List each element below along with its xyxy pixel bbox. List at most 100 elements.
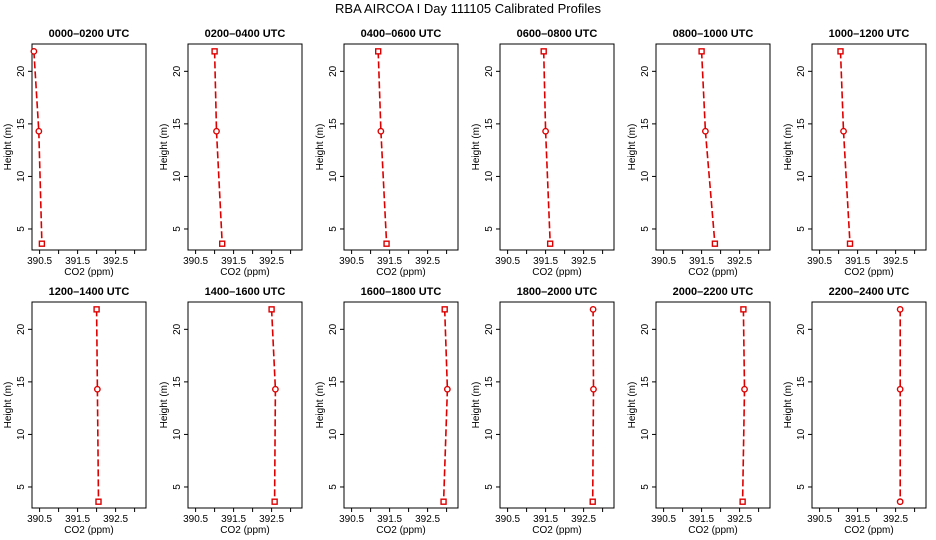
profile-point (698, 48, 705, 55)
x-axis-label: CO2 (ppm) (220, 525, 269, 536)
y-tick-label: 20 (172, 323, 183, 335)
y-tick-label: 10 (172, 170, 183, 182)
panel-7: 1400–1600 UTC 390.5 391.5 392.5 5 10 15 20 CO2 (… (159, 286, 303, 536)
x-tick-label: 390.5 (27, 256, 52, 267)
profile-point (377, 127, 385, 135)
profile-point (35, 127, 43, 135)
panel-1: 0200–0400 UTC 390.5 391.5 392.5 5 10 15 20 CO2 (… (159, 28, 303, 278)
y-tick-label: 10 (484, 428, 495, 440)
panel-frame (187, 43, 303, 251)
panel-0: 0000–0200 UTC 390.5 391.5 392.5 5 10 15 20 CO2 (… (3, 28, 147, 278)
y-tick-label: 5 (640, 226, 651, 232)
y-axis-label: Height (m) (627, 124, 638, 171)
panel-title: 0000–0200 UTC (49, 28, 130, 40)
profile-line (33, 51, 43, 244)
x-tick-label: 390.5 (339, 256, 364, 267)
x-tick-label: 391.5 (221, 514, 246, 525)
y-tick-label: 15 (328, 118, 339, 130)
panel-11: 2200–2400 UTC 390.5 391.5 392.5 5 10 15 20 CO2 (… (783, 286, 927, 536)
x-tick-label: 392.5 (727, 514, 752, 525)
x-tick-label: 390.5 (183, 256, 208, 267)
x-tick-label: 390.5 (27, 514, 52, 525)
x-axis-label: CO2 (ppm) (532, 267, 581, 278)
y-tick-label: 15 (16, 376, 27, 388)
profile-line (377, 51, 388, 244)
profile-point (93, 385, 101, 393)
y-tick-label: 15 (484, 118, 495, 130)
profile-line (95, 309, 100, 502)
panel-title: 1000–1200 UTC (829, 28, 910, 40)
panel-frame (31, 43, 147, 251)
profile-point (95, 498, 102, 505)
panel-frame (31, 301, 147, 509)
y-axis-label: Height (m) (471, 124, 482, 171)
x-tick-label: 391.5 (65, 256, 90, 267)
panel-frame (499, 301, 615, 509)
profile-point (443, 385, 451, 393)
y-tick-label: 5 (640, 484, 651, 490)
y-tick-label: 10 (640, 428, 651, 440)
y-tick-label: 15 (172, 376, 183, 388)
panel-6: 1200–1400 UTC 390.5 391.5 392.5 5 10 15 20 CO2 (… (3, 286, 147, 536)
x-tick-label: 390.5 (651, 256, 676, 267)
y-tick-label: 20 (328, 65, 339, 77)
x-tick-label: 392.5 (103, 514, 128, 525)
y-tick-label: 15 (796, 376, 807, 388)
y-axis-label: Height (m) (3, 124, 14, 171)
x-tick-label: 390.5 (495, 256, 520, 267)
y-tick-label: 20 (16, 65, 27, 77)
panel-title: 1200–1400 UTC (49, 286, 130, 298)
panel-8: 1600–1800 UTC 390.5 391.5 392.5 5 10 15 20 CO2 (… (315, 286, 459, 536)
y-tick-label: 5 (328, 226, 339, 232)
y-tick-label: 15 (16, 118, 27, 130)
profile-point (38, 240, 46, 247)
x-tick-label: 390.5 (339, 514, 364, 525)
panel-title: 1600–1800 UTC (361, 286, 442, 298)
x-tick-label: 392.5 (259, 256, 284, 267)
x-axis-label: CO2 (ppm) (220, 267, 269, 278)
y-tick-label: 15 (796, 118, 807, 130)
y-tick-label: 15 (172, 118, 183, 130)
x-tick-label: 391.5 (65, 514, 90, 525)
y-tick-label: 20 (796, 323, 807, 335)
x-tick-label: 390.5 (651, 514, 676, 525)
profile-point (213, 127, 220, 135)
y-tick-label: 10 (16, 428, 27, 440)
profile-point (546, 240, 554, 247)
profile-point (271, 385, 279, 393)
x-tick-label: 392.5 (571, 514, 596, 525)
profile-line (700, 51, 716, 244)
x-tick-label: 391.5 (689, 256, 714, 267)
y-axis-label: Height (m) (315, 124, 326, 171)
panel-frame (499, 43, 615, 251)
x-tick-label: 390.5 (495, 514, 520, 525)
y-tick-label: 5 (172, 484, 183, 490)
y-tick-label: 5 (796, 226, 807, 232)
panel-frame (811, 43, 927, 251)
y-tick-label: 20 (16, 323, 27, 335)
x-tick-label: 392.5 (259, 514, 284, 525)
profile-line (741, 309, 746, 502)
y-tick-label: 10 (796, 170, 807, 182)
y-tick-label: 20 (328, 323, 339, 335)
y-tick-label: 10 (796, 428, 807, 440)
y-tick-label: 20 (640, 323, 651, 335)
y-tick-label: 10 (16, 170, 27, 182)
profile-point (739, 498, 746, 505)
profile-point (711, 240, 719, 247)
x-tick-label: 392.5 (883, 514, 908, 525)
x-tick-label: 390.5 (183, 514, 208, 525)
profile-point (589, 498, 596, 505)
x-tick-label: 391.5 (377, 256, 402, 267)
panel-frame (343, 43, 459, 251)
y-tick-label: 10 (172, 428, 183, 440)
panel-10: 2000–2200 UTC 390.5 391.5 392.5 5 10 15 20 CO2 (… (627, 286, 771, 536)
x-tick-label: 391.5 (377, 514, 402, 525)
panel-frame (187, 301, 303, 509)
profile-point (375, 48, 382, 55)
profile-point (542, 127, 549, 135)
profile-point (268, 306, 275, 313)
panel-frame (343, 301, 459, 509)
panel-5: 1000–1200 UTC 390.5 391.5 392.5 5 10 15 20 CO2 (… (783, 28, 927, 278)
y-axis-label: Height (m) (783, 382, 794, 429)
